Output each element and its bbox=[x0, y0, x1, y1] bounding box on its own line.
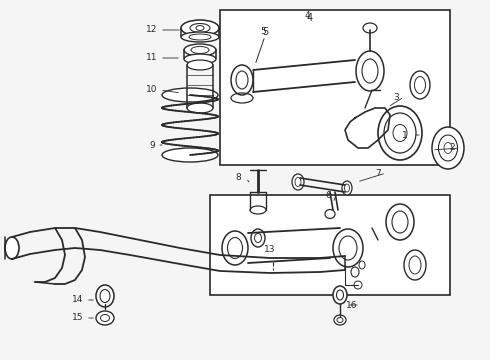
Text: 13: 13 bbox=[264, 246, 276, 255]
Text: 11: 11 bbox=[146, 54, 158, 63]
Text: 10: 10 bbox=[146, 85, 158, 94]
Text: 7: 7 bbox=[375, 168, 381, 177]
Ellipse shape bbox=[333, 229, 363, 267]
Ellipse shape bbox=[404, 250, 426, 280]
Ellipse shape bbox=[96, 311, 114, 325]
Text: 5: 5 bbox=[260, 27, 266, 36]
Polygon shape bbox=[345, 108, 390, 148]
Ellipse shape bbox=[386, 204, 414, 240]
Ellipse shape bbox=[250, 206, 266, 214]
Ellipse shape bbox=[333, 286, 347, 304]
Text: 5: 5 bbox=[262, 27, 268, 37]
Ellipse shape bbox=[162, 88, 218, 102]
Text: 3: 3 bbox=[393, 93, 399, 102]
Ellipse shape bbox=[184, 54, 216, 64]
Ellipse shape bbox=[251, 229, 265, 247]
Text: 1: 1 bbox=[402, 130, 408, 139]
Ellipse shape bbox=[181, 32, 219, 42]
Text: 2: 2 bbox=[449, 144, 455, 153]
Ellipse shape bbox=[231, 65, 253, 95]
Ellipse shape bbox=[5, 237, 19, 259]
Ellipse shape bbox=[356, 51, 384, 91]
Ellipse shape bbox=[187, 60, 213, 70]
Bar bbox=[220, 10, 450, 165]
Ellipse shape bbox=[325, 210, 335, 219]
Text: 12: 12 bbox=[147, 26, 158, 35]
Ellipse shape bbox=[181, 20, 219, 36]
Ellipse shape bbox=[378, 106, 422, 160]
Ellipse shape bbox=[96, 285, 114, 307]
Text: 14: 14 bbox=[73, 296, 84, 305]
Text: 6: 6 bbox=[325, 190, 331, 199]
Ellipse shape bbox=[342, 181, 352, 195]
Ellipse shape bbox=[184, 44, 216, 56]
Text: 16: 16 bbox=[346, 301, 358, 310]
Ellipse shape bbox=[292, 174, 304, 190]
Ellipse shape bbox=[410, 71, 430, 99]
Text: 4: 4 bbox=[307, 13, 313, 23]
Text: 8: 8 bbox=[235, 174, 241, 183]
Ellipse shape bbox=[162, 148, 218, 162]
Text: 9: 9 bbox=[149, 140, 155, 149]
Ellipse shape bbox=[432, 127, 464, 169]
Text: 4: 4 bbox=[304, 10, 310, 19]
Text: 15: 15 bbox=[72, 314, 84, 323]
Ellipse shape bbox=[187, 103, 213, 113]
Bar bbox=[210, 195, 450, 295]
Ellipse shape bbox=[334, 315, 346, 325]
Ellipse shape bbox=[222, 231, 248, 265]
